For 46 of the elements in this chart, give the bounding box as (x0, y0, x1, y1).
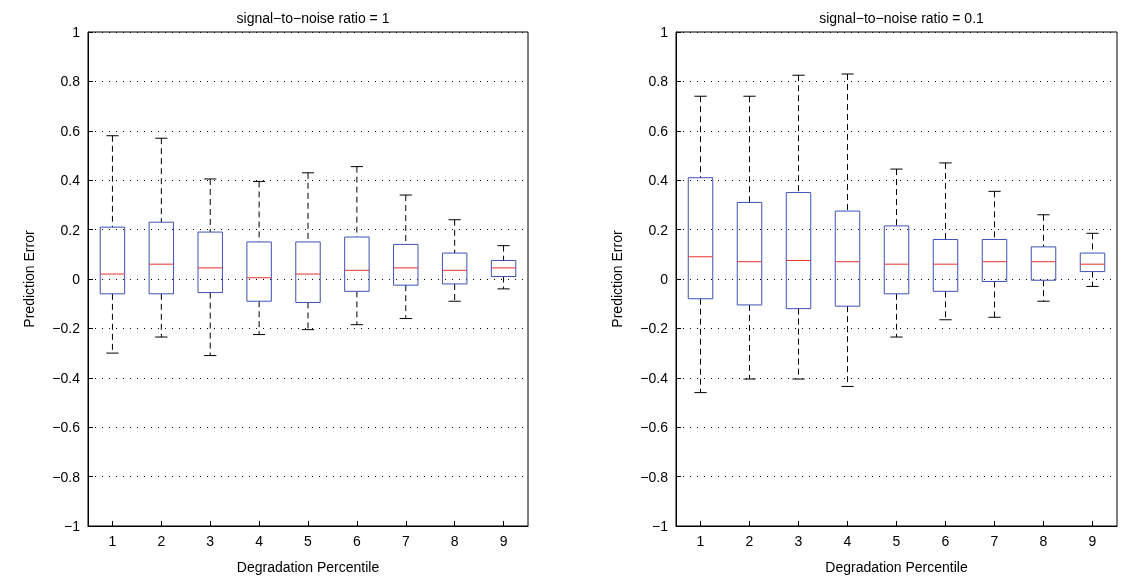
y-tick-label: 0.2 (648, 221, 669, 238)
x-tick-label: 5 (892, 533, 901, 549)
y-tick-label: 1 (660, 24, 669, 40)
x-tick-label: 8 (450, 533, 459, 549)
y-tick-label: 0.4 (648, 172, 669, 189)
y-tick-label: 0.8 (648, 73, 669, 90)
chart-title: signal−to−noise ratio = 0.1 (819, 10, 985, 26)
y-tick-label: −0.2 (52, 320, 81, 337)
x-tick-label: 9 (499, 533, 508, 549)
y-tick-label: 0 (72, 271, 81, 287)
y-tick-label: −1 (64, 518, 81, 534)
y-tick-label: −0.6 (52, 419, 81, 436)
y-tick-label: −0.4 (640, 369, 669, 386)
y-tick-label: −0.8 (52, 468, 81, 485)
y-tick-label: −0.8 (640, 468, 669, 485)
x-tick-label: 2 (745, 533, 754, 549)
y-tick-label: −0.6 (640, 419, 669, 436)
y-tick-label: −0.2 (640, 320, 669, 337)
y-tick-label: 0.6 (648, 122, 669, 139)
x-axis-title: Degradation Percentile (825, 559, 968, 575)
x-tick-label: 2 (157, 533, 166, 549)
x-tick-label: 7 (401, 533, 410, 549)
chart-title: signal−to−noise ratio = 1 (236, 10, 390, 26)
x-tick-label: 7 (990, 533, 999, 549)
x-tick-label: 8 (1039, 533, 1048, 549)
y-axis-title: Prediction Error (609, 230, 625, 328)
x-tick-label: 4 (843, 533, 852, 549)
x-tick-label: 9 (1088, 533, 1097, 549)
x-tick-label: 3 (794, 533, 803, 549)
y-tick-label: 0.8 (60, 73, 81, 90)
y-tick-label: 0.2 (60, 221, 81, 238)
y-tick-label: 0.6 (60, 122, 81, 139)
x-tick-label: 1 (696, 533, 705, 549)
x-tick-label: 6 (352, 533, 361, 549)
y-tick-label: −0.4 (52, 369, 81, 386)
x-tick-label: 3 (206, 533, 215, 549)
x-tick-label: 5 (304, 533, 313, 549)
y-axis-title: Prediction Error (21, 230, 37, 328)
y-tick-label: −1 (652, 518, 669, 534)
y-tick-label: 0.4 (60, 172, 81, 189)
x-tick-label: 1 (108, 533, 117, 549)
x-tick-label: 4 (255, 533, 264, 549)
x-axis-title: Degradation Percentile (236, 559, 380, 575)
y-tick-label: 0 (660, 271, 669, 287)
y-tick-label: 1 (72, 24, 81, 40)
x-tick-label: 6 (941, 533, 950, 549)
